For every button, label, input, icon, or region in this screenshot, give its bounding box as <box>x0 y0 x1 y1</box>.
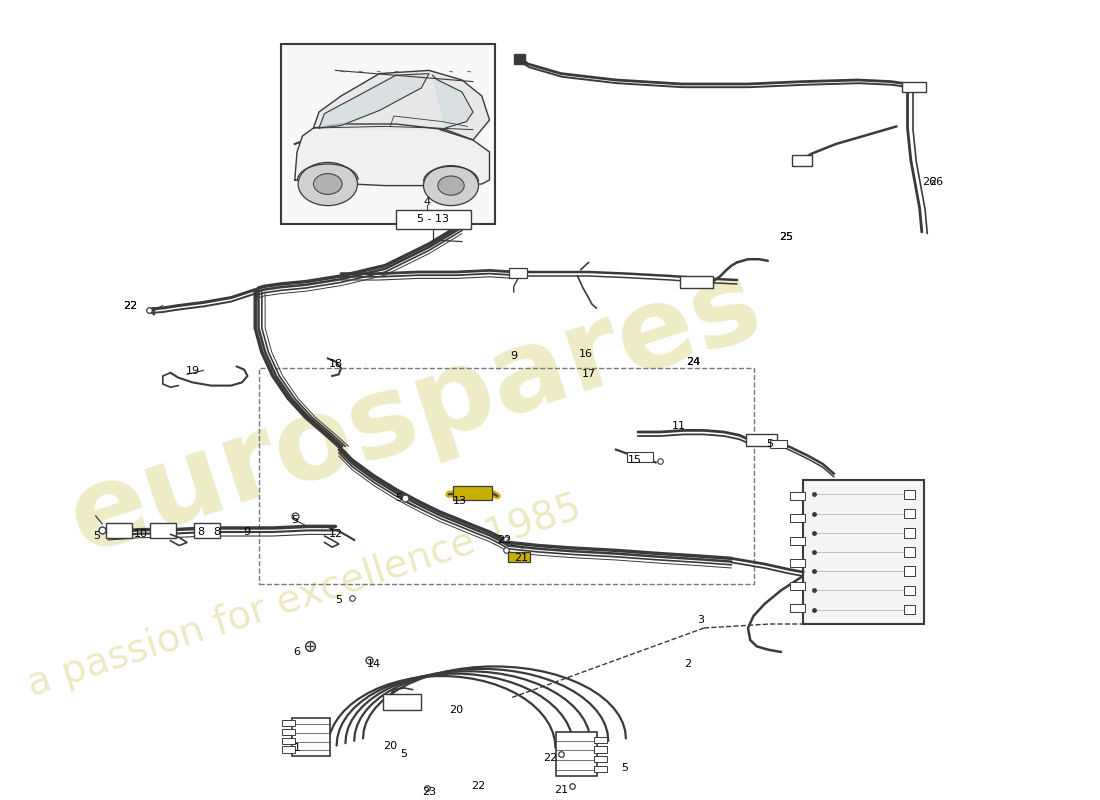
Bar <box>904 547 915 557</box>
Text: 5: 5 <box>94 531 100 541</box>
Bar <box>556 732 597 776</box>
Text: 22: 22 <box>123 302 136 311</box>
Text: 9: 9 <box>510 351 517 361</box>
Text: 19: 19 <box>186 366 199 376</box>
Bar <box>790 537 805 545</box>
Bar <box>904 509 915 518</box>
Text: 15: 15 <box>628 455 641 465</box>
Bar <box>509 268 527 278</box>
Text: 4: 4 <box>424 197 430 206</box>
Text: 22: 22 <box>123 302 136 311</box>
Bar <box>453 486 492 500</box>
Text: 21: 21 <box>515 554 528 563</box>
Text: 24: 24 <box>686 357 700 366</box>
Text: 11: 11 <box>672 421 685 430</box>
Text: 26: 26 <box>930 178 944 187</box>
Text: 25: 25 <box>780 232 793 242</box>
Polygon shape <box>319 74 429 128</box>
Bar <box>904 490 915 499</box>
Bar <box>792 155 812 166</box>
Bar <box>904 528 915 538</box>
Bar <box>508 552 530 562</box>
FancyBboxPatch shape <box>396 210 471 229</box>
Circle shape <box>298 162 358 206</box>
Bar <box>282 738 295 744</box>
Text: 5: 5 <box>767 439 773 449</box>
Polygon shape <box>432 75 473 128</box>
Bar <box>902 82 926 92</box>
Text: 9: 9 <box>243 527 250 537</box>
Bar <box>282 746 295 753</box>
Text: 5: 5 <box>400 749 407 758</box>
Bar <box>258 368 754 584</box>
Text: 3: 3 <box>697 615 704 625</box>
Bar <box>770 440 786 448</box>
Bar <box>904 605 915 614</box>
Text: 13: 13 <box>453 496 466 506</box>
Bar <box>680 276 713 288</box>
Bar <box>194 523 220 538</box>
Polygon shape <box>314 70 490 140</box>
Text: 21: 21 <box>554 786 568 795</box>
Text: 23: 23 <box>422 787 436 797</box>
Bar <box>904 566 915 576</box>
Bar <box>790 582 805 590</box>
Text: 5: 5 <box>336 595 342 605</box>
Bar <box>904 586 915 595</box>
Bar <box>627 452 653 462</box>
Bar <box>150 523 176 538</box>
Text: 5: 5 <box>621 763 628 773</box>
Bar <box>282 729 295 735</box>
Bar <box>383 694 421 710</box>
Text: eurospares: eurospares <box>55 248 774 576</box>
Bar <box>514 54 525 64</box>
Text: 22: 22 <box>497 535 510 545</box>
Text: 8: 8 <box>213 527 220 537</box>
Bar <box>790 514 805 522</box>
Text: 5 - 13: 5 - 13 <box>417 214 450 224</box>
Text: 1: 1 <box>294 743 300 753</box>
Text: 26: 26 <box>923 178 936 187</box>
Text: 18: 18 <box>329 359 342 369</box>
Text: 5: 5 <box>395 493 402 502</box>
Text: a passion for excellence 1985: a passion for excellence 1985 <box>22 489 586 704</box>
Text: 14: 14 <box>367 659 381 669</box>
Text: 12: 12 <box>329 530 342 539</box>
Bar <box>594 756 607 762</box>
Bar <box>790 559 805 567</box>
Bar <box>746 434 777 446</box>
Bar <box>280 44 495 224</box>
Text: 22: 22 <box>472 781 485 790</box>
Text: 6: 6 <box>294 647 300 657</box>
Bar <box>594 766 607 772</box>
Bar <box>594 746 607 753</box>
Bar <box>594 737 607 743</box>
Bar <box>803 480 924 624</box>
Bar <box>790 492 805 500</box>
Bar <box>790 604 805 612</box>
Circle shape <box>424 166 478 206</box>
Bar <box>292 718 330 756</box>
Bar <box>282 720 295 726</box>
Circle shape <box>438 176 464 195</box>
Text: 17: 17 <box>582 369 595 378</box>
Text: 2: 2 <box>684 659 691 669</box>
Text: 25: 25 <box>780 232 793 242</box>
Text: 20: 20 <box>384 741 397 750</box>
Text: 10: 10 <box>134 530 147 539</box>
Text: 24: 24 <box>686 357 700 366</box>
Text: 16: 16 <box>580 349 593 358</box>
Text: 22: 22 <box>543 754 557 763</box>
Polygon shape <box>295 124 490 186</box>
Text: 8: 8 <box>198 527 205 537</box>
Text: 20: 20 <box>450 706 463 715</box>
Bar <box>106 523 132 538</box>
Text: 5: 5 <box>292 515 298 525</box>
Circle shape <box>314 174 342 194</box>
